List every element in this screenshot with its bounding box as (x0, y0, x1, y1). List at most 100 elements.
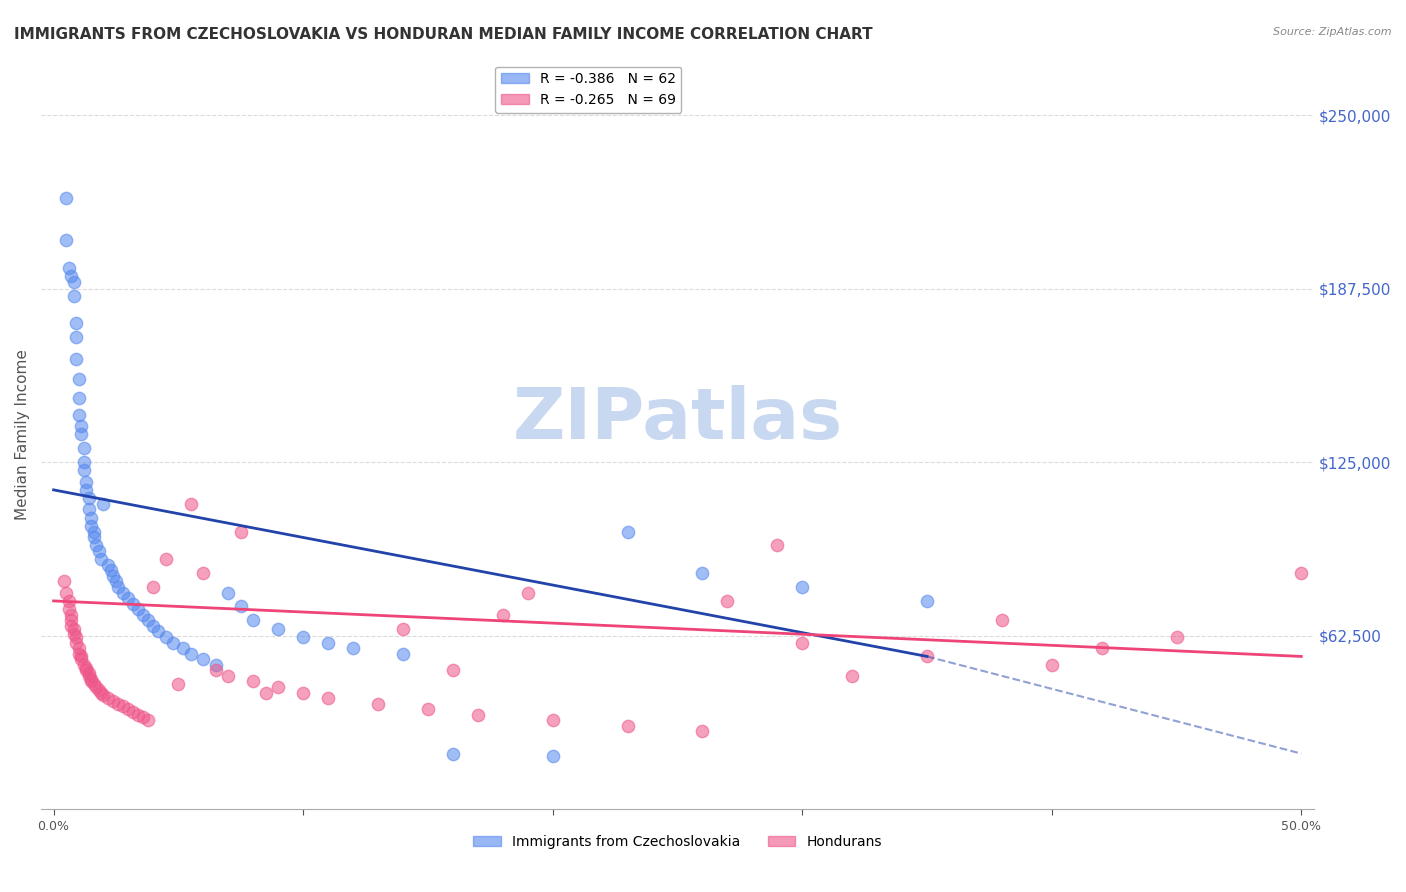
Point (766, 538, 789, 552)
Point (915, 649, 938, 664)
Point (55, 233, 77, 247)
Point (93, 688, 115, 702)
Point (80, 674, 103, 689)
Point (127, 707, 149, 722)
Point (70, 419, 93, 434)
Point (162, 635, 184, 649)
Point (100, 563, 122, 577)
Point (692, 566, 714, 581)
Point (87, 544, 110, 558)
Point (70, 652, 93, 666)
Point (1040, 657, 1063, 672)
Point (107, 697, 129, 711)
Point (107, 580, 129, 594)
Point (392, 622, 415, 636)
Point (87, 682, 110, 697)
Point (316, 635, 339, 649)
Point (204, 657, 226, 672)
Point (342, 641, 364, 656)
Point (316, 691, 339, 706)
Point (142, 619, 165, 633)
Point (65, 635, 87, 649)
Point (616, 524, 638, 539)
Point (217, 585, 239, 599)
Point (138, 613, 160, 627)
Point (77, 666, 100, 681)
Point (229, 599, 252, 614)
Point (792, 580, 814, 594)
Point (254, 685, 277, 699)
Point (122, 705, 145, 719)
Point (392, 647, 415, 661)
Point (180, 497, 202, 511)
Point (242, 613, 264, 627)
Point (75, 663, 97, 677)
Point (204, 663, 226, 677)
Point (65, 330, 87, 344)
Point (541, 713, 564, 727)
Point (80, 672, 103, 686)
Point (67, 647, 90, 661)
Point (90, 685, 112, 699)
Point (103, 694, 125, 708)
Point (1166, 630, 1188, 644)
Point (467, 707, 489, 722)
Point (77, 502, 100, 516)
Point (148, 624, 170, 639)
Point (167, 677, 190, 691)
Point (70, 427, 93, 442)
Point (52, 574, 75, 589)
Point (65, 630, 87, 644)
Point (541, 749, 564, 764)
Point (62, 288, 84, 302)
Point (84, 538, 107, 552)
Point (60, 269, 83, 284)
Text: Source: ZipAtlas.com: Source: ZipAtlas.com (1274, 27, 1392, 37)
Point (83, 677, 105, 691)
Point (70, 649, 93, 664)
Point (72, 463, 94, 477)
Point (77, 669, 100, 683)
Legend: Immigrants from Czechoslovakia, Hondurans: Immigrants from Czechoslovakia, Honduran… (467, 830, 887, 855)
Point (67, 372, 90, 386)
Point (841, 669, 863, 683)
Point (292, 685, 315, 699)
Point (75, 660, 97, 674)
Point (93, 497, 115, 511)
Point (692, 724, 714, 739)
Point (62, 622, 84, 636)
Point (104, 574, 127, 589)
Point (103, 569, 125, 583)
Point (67, 391, 90, 405)
Point (155, 552, 177, 566)
Point (180, 647, 202, 661)
Point (112, 585, 135, 599)
Point (80, 510, 103, 524)
Point (138, 713, 160, 727)
Point (58, 602, 80, 616)
Point (492, 607, 515, 622)
Point (117, 591, 139, 606)
Point (792, 635, 814, 649)
Point (155, 630, 177, 644)
Point (193, 652, 215, 666)
Point (65, 316, 87, 330)
Point (58, 594, 80, 608)
Point (217, 669, 239, 683)
Point (60, 613, 83, 627)
Point (67, 408, 90, 422)
Point (416, 702, 439, 716)
Point (60, 619, 83, 633)
Point (80, 519, 103, 533)
Point (441, 747, 464, 761)
Point (112, 699, 135, 714)
Point (62, 275, 84, 289)
Point (83, 524, 105, 539)
Point (75, 475, 97, 489)
Point (242, 674, 264, 689)
Point (65, 352, 87, 367)
Point (267, 680, 290, 694)
Point (60, 607, 83, 622)
Point (267, 622, 290, 636)
Point (77, 491, 100, 506)
